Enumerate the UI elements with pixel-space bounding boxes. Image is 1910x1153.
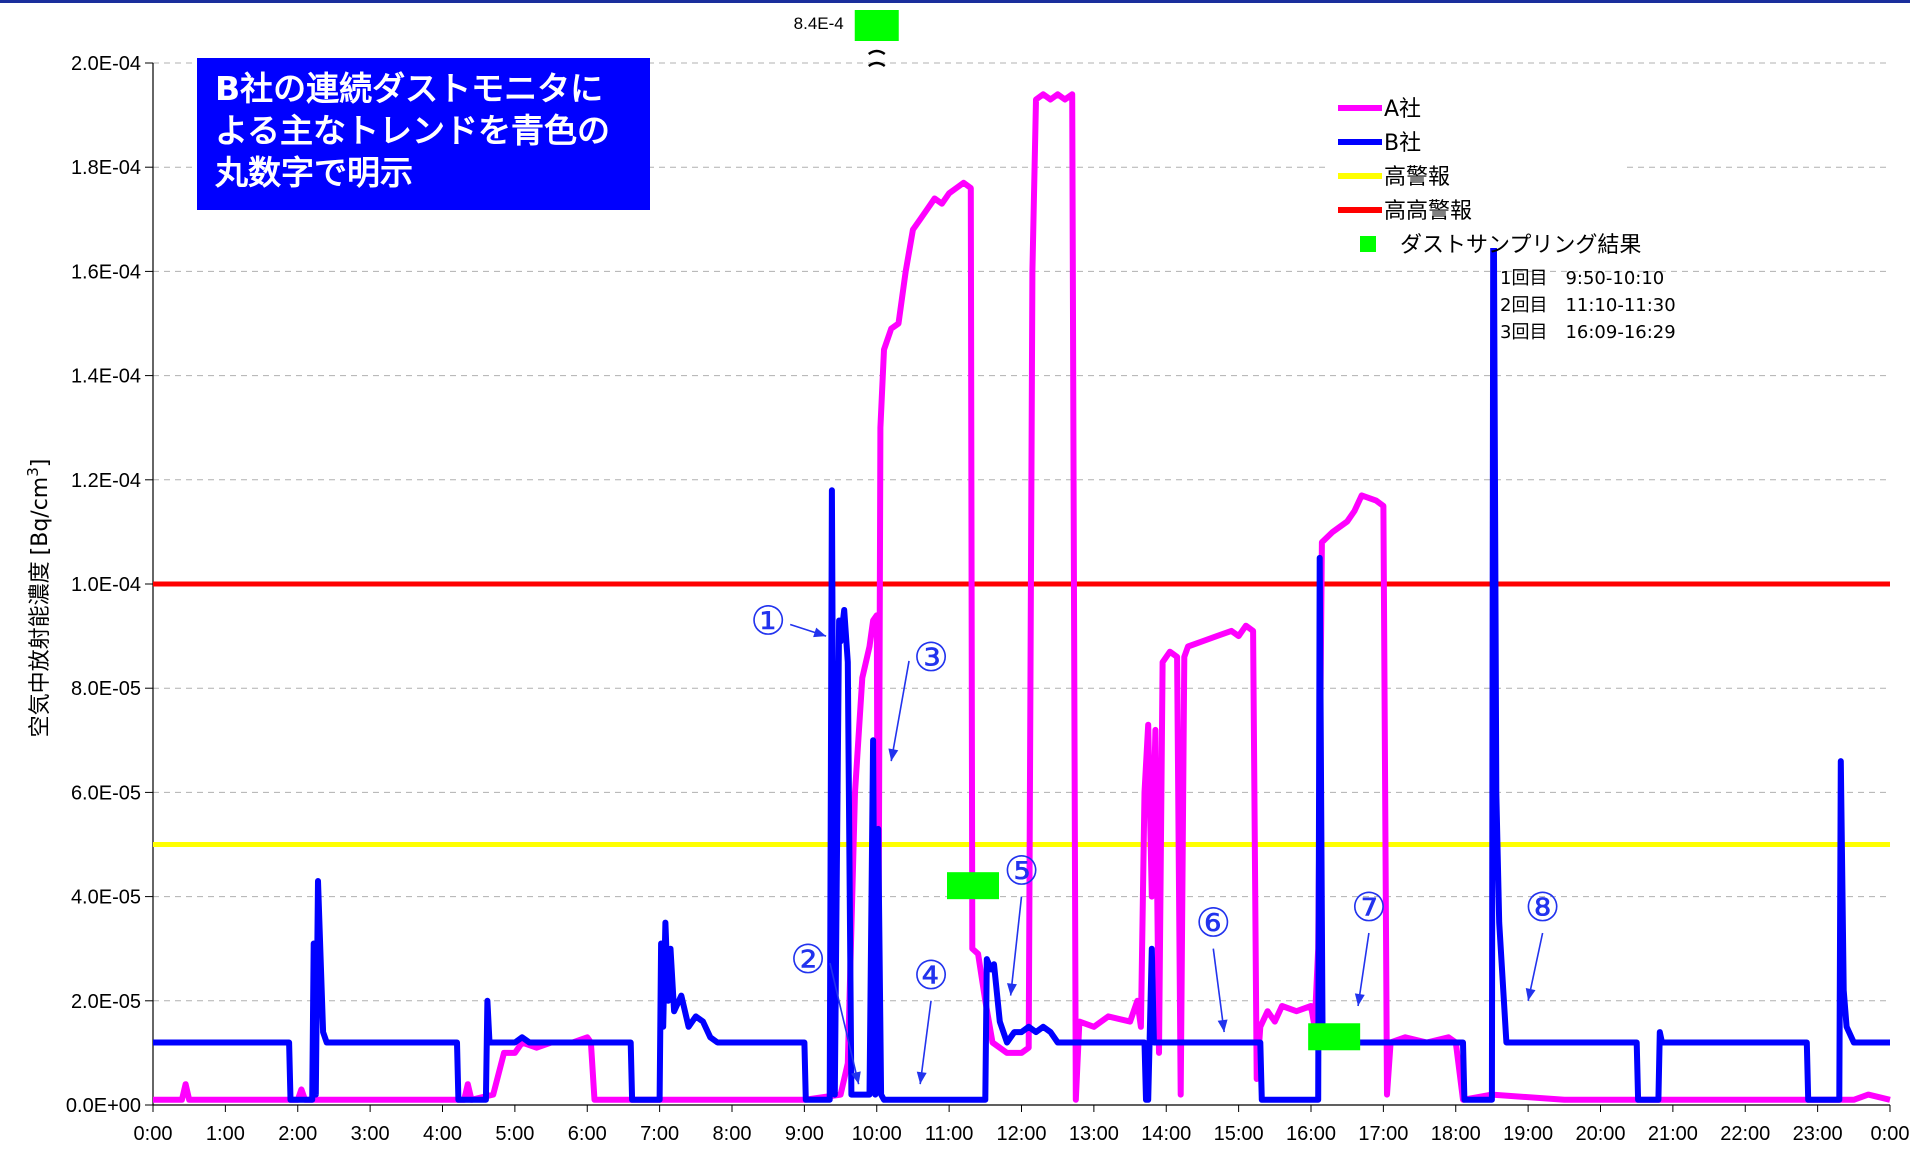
axis-break-icon [868,49,886,68]
legend-sampling-period: 2回目 11:10-11:30 [1500,295,1676,316]
legend-sampling-swatch [1360,236,1376,252]
y-tick-label: 4.0E-05 [71,887,141,909]
y-tick-label: 0.0E+00 [66,1095,141,1117]
series-line-2 [153,112,1890,1103]
trend-marker-arrowhead [1525,988,1536,1001]
x-tick-label: 15:00 [1214,1123,1264,1145]
note-line-1: B社の連続ダストモニタに [215,69,604,108]
trend-marker-arrowhead [813,627,827,638]
x-tick-label: 14:00 [1141,1123,1191,1145]
x-tick-label: 16:00 [1286,1123,1336,1145]
x-tick-label: 9:00 [785,1123,824,1145]
sampling-result-marker [1308,1023,1361,1051]
trend-marker-arrowhead [1354,993,1365,1007]
x-tick-label: 8:00 [713,1123,752,1145]
y-tick-label: 1.4E-04 [71,366,141,388]
trend-marker-label: ① [750,598,786,644]
trend-marker-label: ⑤ [1004,849,1040,895]
trend-marker-label: ④ [913,953,949,999]
y-tick-label: 2.0E-04 [71,53,141,75]
x-tick-label: 4:00 [423,1123,462,1145]
trend-marker-arrowhead [916,1071,927,1085]
x-tick-label: 2:00 [278,1123,317,1145]
x-tick-label: 13:00 [1069,1123,1119,1145]
trend-marker-arrow [890,660,910,762]
x-tick-label: 20:00 [1575,1123,1625,1145]
legend-sampling-period: 3回目 16:09-16:29 [1500,322,1676,343]
sampling-markers: 8.4E-4 [794,10,1361,1051]
note-line-3: 丸数字で明示 [215,153,413,192]
y-tick-label: 1.8E-04 [71,157,141,179]
y-tick-label: 1.0E-04 [71,574,141,596]
y-tick-label: 1.2E-04 [71,470,141,492]
x-tick-label: 17:00 [1358,1123,1408,1145]
x-tick-label: 11:00 [925,1123,974,1145]
trend-marker-arrow [919,1000,932,1085]
x-tick-label: 19:00 [1503,1123,1553,1145]
x-tick-label: 6:00 [568,1123,607,1145]
x-tick-label: 3:00 [351,1123,390,1145]
trend-marker-arrowhead [1006,983,1017,996]
y-tick-label: 1.6E-04 [71,261,141,283]
offscale-value-label: 8.4E-4 [794,14,844,33]
y-axis-label: 空気中放射能濃度[Bq/cm3] [24,459,53,738]
legend-sampling-period: 1回目 9:50-10:10 [1500,268,1664,289]
trend-markers: ① ② ③ ④ ⑤ ⑥ ⑦ ⑧ [750,598,1561,1085]
trend-marker-label: ⑦ [1351,885,1387,931]
x-tick-label: 0:00 [134,1123,173,1145]
trend-note-box: B社の連続ダストモニタに よる主なトレンドを青色の 丸数字で明示 [197,58,650,210]
trend-marker-arrow [1357,932,1370,1007]
trend-marker-arrow [1009,896,1023,996]
legend-label: B社 [1384,131,1421,156]
x-tick-label: 10:00 [852,1123,902,1145]
trend-marker-arrow [1212,948,1225,1033]
series-lines [153,91,1891,1103]
trend-marker-arrowhead [851,1071,861,1085]
trend-marker-label: ⑥ [1195,901,1231,947]
y-tick-label: 2.0E-05 [71,991,141,1013]
legend-label: 高警報 [1384,165,1450,190]
x-tick-label: 21:00 [1648,1123,1698,1145]
x-tick-label: 23:00 [1793,1123,1843,1145]
trend-marker-arrowhead [1217,1019,1228,1033]
trend-marker-label: ③ [913,635,949,681]
legend-label: A社 [1384,97,1421,122]
x-tick-label: 5:00 [495,1123,534,1145]
trend-marker-arrow [829,962,860,1085]
x-tick-label: 18:00 [1431,1123,1481,1145]
x-tick-label: 22:00 [1720,1123,1770,1145]
legend-background [1325,88,1625,248]
x-tick-label: 12:00 [996,1123,1046,1145]
series-line-1 [153,91,1891,1103]
legend-sampling-label: ダストサンプリング結果 [1400,233,1641,258]
x-tick-label: 7:00 [640,1123,679,1145]
sampling-result-marker [854,10,899,41]
x-tick-label: 1:00 [206,1123,245,1145]
note-line-2: よる主なトレンドを青色の [215,111,611,150]
trend-marker-label: ② [790,937,826,983]
x-tick-labels: 0:00 1:00 2:00 3:00 4:00 5:00 6:00 7:00 8:00 9:00… [134,1105,1910,1145]
trend-marker-arrowhead [888,748,899,762]
legend-label: 高高警報 [1384,199,1472,224]
sampling-result-marker [947,872,1000,900]
x-tick-label: 0:00 [1871,1123,1910,1145]
trend-marker-label: ⑧ [1525,885,1561,931]
y-tick-labels: 0.0E+00 2.0E-05 4.0E-05 6.0E-05 8.0E-05 1.0E-… [66,53,153,1117]
y-tick-label: 6.0E-05 [71,782,141,804]
y-tick-label: 8.0E-05 [71,678,141,700]
top-border [0,0,1910,3]
